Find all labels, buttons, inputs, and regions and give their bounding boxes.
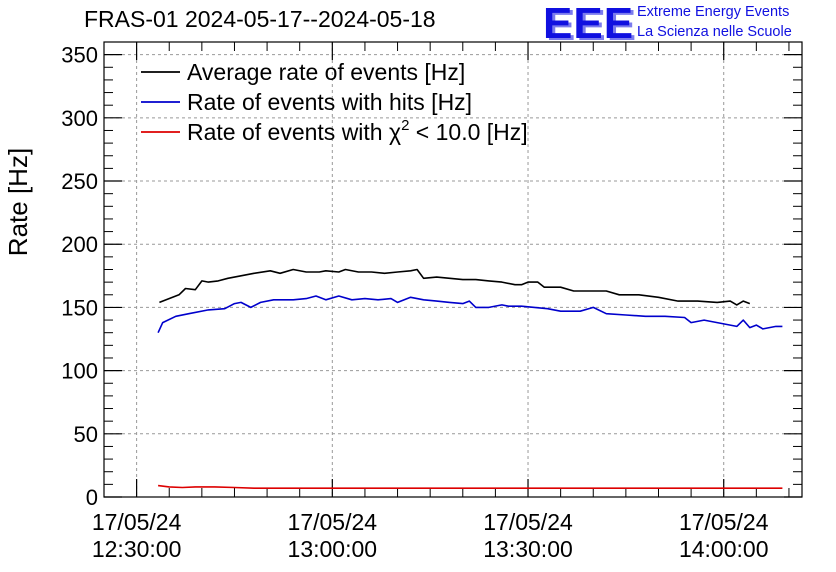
y-tick-label: 250: [61, 169, 98, 194]
x-tick-label-date: 17/05/24: [679, 509, 769, 535]
y-tick-label: 50: [74, 422, 98, 447]
x-tick-label-date: 17/05/24: [483, 509, 573, 535]
grid-lines: [104, 42, 802, 497]
eee-logo-mark: EEE: [546, 1, 635, 44]
x-tick-label-time: 13:00:00: [288, 536, 378, 562]
y-axis-label: Rate [Hz]: [3, 148, 33, 256]
x-tick-label-date: 17/05/24: [288, 509, 378, 535]
y-tick-label: 0: [86, 485, 98, 510]
logo-caption-line1: Extreme Energy Events: [637, 4, 790, 20]
y-tick-label: 350: [61, 43, 98, 68]
eee-logo: EEE EEE: [543, 0, 635, 44]
x-tick-label-time: 12:30:00: [92, 536, 182, 562]
x-tick-labels: 17/05/2412:30:0017/05/2413:00:0017/05/24…: [92, 509, 769, 562]
eee-logo-mark-front: EEE: [543, 0, 634, 44]
y-tick-label: 150: [61, 295, 98, 320]
x-tick-label-time: 13:30:00: [483, 536, 573, 562]
y-tick-label: 100: [61, 359, 98, 384]
x-tick-label-date: 17/05/24: [92, 509, 182, 535]
series-line-2: [157, 295, 783, 334]
y-tick-label: 200: [61, 232, 98, 257]
series-line-1: [159, 268, 751, 306]
series-lines: [157, 268, 783, 490]
logo-caption-line2: La Scienza nelle Scuole: [637, 24, 792, 40]
legend-label-1: Average rate of events [Hz]: [187, 59, 465, 85]
y-tick-labels: 0 50 100 150 200 250 300 350: [61, 43, 98, 510]
x-tick-label-time: 14:00:00: [679, 536, 769, 562]
legend: Average rate of events [Hz] Rate of event…: [141, 59, 528, 145]
y-tick-label: 300: [61, 106, 98, 131]
chart-title: FRAS-01 2024-05-17--2024-05-18: [84, 6, 436, 32]
legend-label-2: Rate of events with hits [Hz]: [187, 89, 472, 115]
legend-label-3: Rate of events with χ2 < 10.0 [Hz]: [187, 117, 528, 145]
axis-ticks: [104, 42, 802, 498]
logo-caption: Extreme Energy Events La Scienza nelle S…: [637, 2, 792, 42]
series-line-3: [158, 484, 783, 490]
